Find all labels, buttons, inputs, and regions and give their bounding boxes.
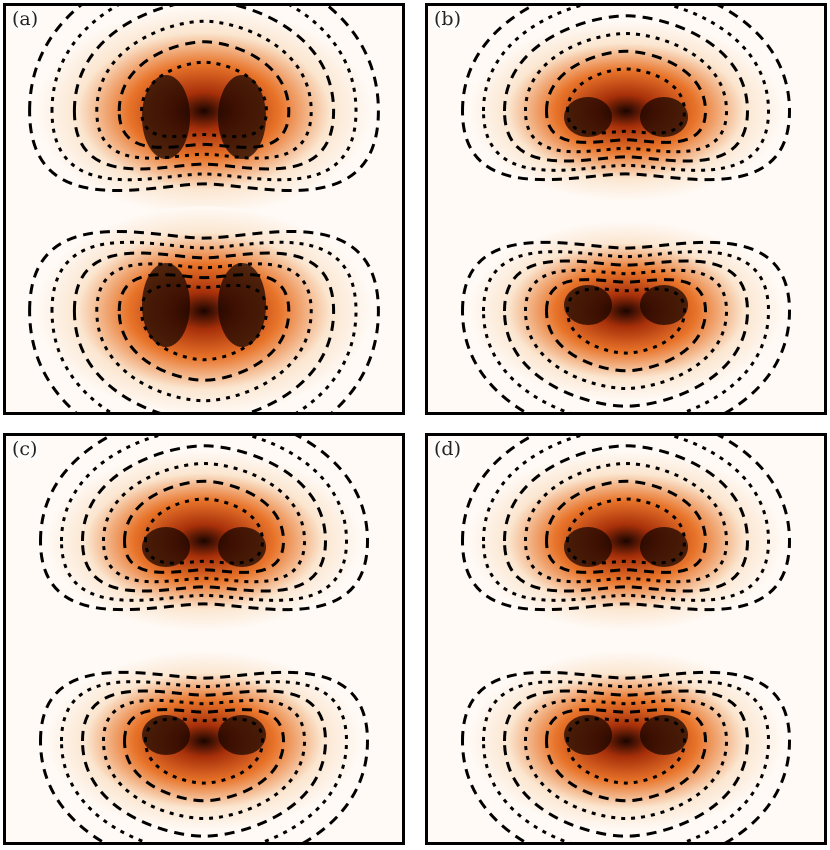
contour-line — [38, 670, 370, 842]
density-peak — [564, 285, 612, 325]
contour-line — [117, 273, 291, 382]
contour-line — [95, 262, 313, 403]
contour-line — [502, 259, 750, 408]
contour-line — [143, 497, 265, 565]
contour-line — [460, 240, 792, 412]
density-peak — [142, 75, 190, 159]
density-peak — [640, 97, 688, 137]
contour-line — [523, 32, 729, 154]
contour-line — [544, 708, 708, 803]
contour-line — [502, 689, 750, 838]
lobe-glow — [36, 206, 372, 412]
density-peak — [142, 527, 190, 567]
contour-line — [481, 436, 771, 602]
contour-line — [72, 6, 336, 171]
contour-line — [80, 444, 328, 593]
density-peak — [640, 527, 688, 567]
contour-line — [72, 251, 336, 412]
contour-line — [117, 40, 291, 149]
contour-line — [460, 6, 792, 182]
lobe-glow — [46, 450, 362, 632]
density-peak — [142, 263, 190, 347]
contour-line — [28, 230, 380, 412]
density-peak — [564, 97, 612, 137]
panel-label-d: (d) — [432, 438, 463, 460]
contour-line — [565, 287, 687, 355]
panel-d: (d) — [425, 433, 827, 845]
panel-label-a: (a) — [10, 8, 41, 30]
contour-line — [38, 436, 370, 612]
density-peak — [218, 263, 266, 347]
panel-label-c: (c) — [10, 438, 40, 460]
lobe-glow — [46, 650, 362, 832]
contour-line — [122, 708, 286, 803]
contour-line — [460, 436, 792, 612]
lobe-glow — [468, 450, 784, 632]
contour-line — [481, 6, 771, 172]
panel-label-b: (b) — [432, 8, 463, 30]
density-plot-c — [6, 436, 402, 842]
contour-line — [95, 19, 313, 160]
density-peak — [564, 527, 612, 567]
density-plot-b — [428, 6, 824, 412]
density-plot-d — [428, 436, 824, 842]
contour-line — [565, 497, 687, 565]
contour-line — [59, 436, 349, 602]
contour-line — [502, 444, 750, 593]
contour-line — [122, 479, 286, 574]
contour-line — [565, 717, 687, 785]
lobe-glow — [468, 220, 784, 402]
contour-line — [523, 462, 729, 584]
density-peak — [218, 75, 266, 159]
contour-line — [143, 717, 265, 785]
density-plot-a — [6, 6, 402, 412]
density-peak — [640, 285, 688, 325]
density-peak — [142, 715, 190, 755]
contour-line — [50, 6, 358, 182]
density-peak — [640, 715, 688, 755]
contour-line — [565, 67, 687, 135]
lobe-glow — [468, 650, 784, 832]
density-peak — [564, 715, 612, 755]
contour-line — [544, 278, 708, 373]
panel-a: (a) — [3, 3, 405, 415]
contour-line — [460, 670, 792, 842]
density-peak — [218, 527, 266, 567]
contour-line — [28, 6, 380, 192]
lobe-glow — [468, 20, 784, 202]
contour-line — [101, 462, 307, 584]
density-peak — [218, 715, 266, 755]
contour-line — [544, 49, 708, 144]
lobe-glow — [36, 6, 372, 216]
contour-line — [544, 479, 708, 574]
contour-line — [80, 689, 328, 838]
panel-b: (b) — [425, 3, 827, 415]
panel-c: (c) — [3, 433, 405, 845]
contour-line — [502, 14, 750, 163]
